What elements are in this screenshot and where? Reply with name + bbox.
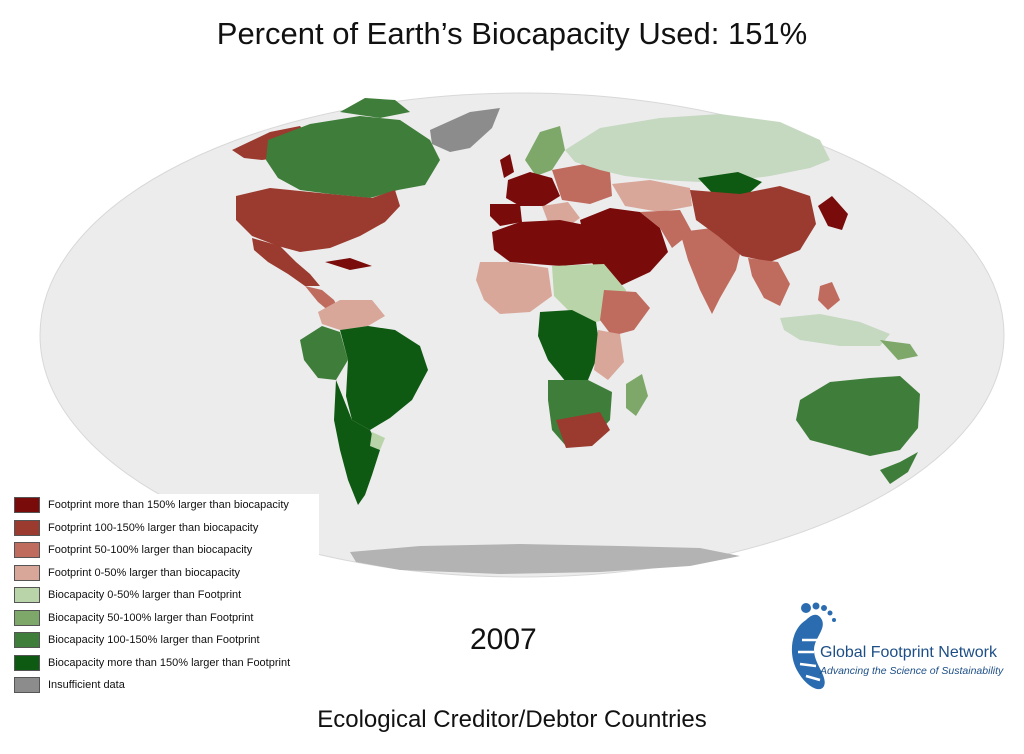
year-label: 2007 xyxy=(470,623,537,656)
region-mongolia xyxy=(698,172,762,196)
legend-item: Biocapacity more than 150% larger than F… xyxy=(14,652,319,675)
region-west-africa xyxy=(476,262,552,314)
brand-name: Global Footprint Network xyxy=(820,644,997,661)
legend-label: Biocapacity 50-100% larger than Footprin… xyxy=(48,611,254,624)
region-indonesia xyxy=(780,314,890,346)
region-canada xyxy=(266,116,440,198)
legend-item: Insufficient data xyxy=(14,674,319,697)
legend-swatch xyxy=(14,497,40,514)
region-brazil xyxy=(340,326,428,430)
region-peru-ecuador xyxy=(300,326,348,380)
legend-label: Footprint 100-150% larger than biocapaci… xyxy=(48,521,259,534)
legend-label: Biocapacity more than 150% larger than F… xyxy=(48,656,291,669)
region-philippines xyxy=(818,282,840,310)
region-scandinavia xyxy=(525,126,565,176)
region-india xyxy=(680,228,742,314)
legend-label: Footprint 50-100% larger than biocapacit… xyxy=(48,544,253,557)
region-png xyxy=(880,340,918,360)
region-russia xyxy=(565,114,830,182)
region-china xyxy=(690,186,816,262)
region-mexico xyxy=(252,238,320,286)
region-southeast-asia xyxy=(748,258,790,306)
region-south-africa xyxy=(556,412,610,448)
region-kazakhstan xyxy=(612,180,692,212)
region-new-zealand xyxy=(880,452,918,484)
legend-swatch xyxy=(14,654,40,671)
legend-item: Biocapacity 0-50% larger than Footprint xyxy=(14,584,319,607)
region-uruguay xyxy=(370,432,385,450)
legend-swatch xyxy=(14,542,40,559)
region-iran-central xyxy=(640,210,692,248)
region-central-africa xyxy=(538,310,600,382)
region-usa xyxy=(236,188,400,252)
region-eastern-europe xyxy=(552,164,612,204)
legend-label: Insufficient data xyxy=(48,679,125,692)
region-argentina-chile xyxy=(334,380,380,505)
region-uk xyxy=(500,154,514,178)
region-horn-of-africa xyxy=(600,290,650,336)
legend-item: Biocapacity 100-150% larger than Footpri… xyxy=(14,629,319,652)
legend-swatch xyxy=(14,632,40,649)
legend-label: Biocapacity 0-50% larger than Footprint xyxy=(48,589,242,602)
legend: Footprint more than 150% larger than bio… xyxy=(14,494,319,697)
region-colombia-venezuela xyxy=(318,300,385,330)
region-canada-islands xyxy=(340,98,410,118)
region-australia xyxy=(796,376,920,456)
legend-swatch xyxy=(14,587,40,604)
legend-item: Footprint 0-50% larger than biocapacity xyxy=(14,562,319,585)
legend-item: Footprint 50-100% larger than biocapacit… xyxy=(14,539,319,562)
legend-item: Footprint 100-150% larger than biocapaci… xyxy=(14,517,319,540)
region-east-africa xyxy=(594,330,624,380)
legend-swatch xyxy=(14,564,40,581)
footprint-logo-icon xyxy=(791,602,836,690)
region-antarctica xyxy=(350,544,740,574)
legend-item: Biocapacity 50-100% larger than Footprin… xyxy=(14,607,319,630)
legend-swatch xyxy=(14,519,40,536)
legend-label: Biocapacity 100-150% larger than Footpri… xyxy=(48,634,260,647)
region-madagascar xyxy=(626,374,648,416)
region-iberia xyxy=(490,204,522,226)
map-title: Percent of Earth’s Biocapacity Used: 151… xyxy=(216,16,808,51)
legend-swatch xyxy=(14,677,40,694)
legend-label: Footprint more than 150% larger than bio… xyxy=(48,499,289,512)
region-greenland xyxy=(430,108,500,152)
legend-swatch xyxy=(14,609,40,626)
brand-tagline: Advancing the Science of Sustainability xyxy=(820,665,1004,677)
region-western-europe xyxy=(506,172,560,206)
map-subtitle: Ecological Creditor/Debtor Countries xyxy=(317,706,707,733)
region-korea-japan xyxy=(818,196,848,230)
legend-item: Footprint more than 150% larger than bio… xyxy=(14,494,319,517)
region-caribbean xyxy=(325,258,372,270)
region-north-africa xyxy=(492,220,608,266)
legend-label: Footprint 0-50% larger than biocapacity xyxy=(48,566,240,579)
